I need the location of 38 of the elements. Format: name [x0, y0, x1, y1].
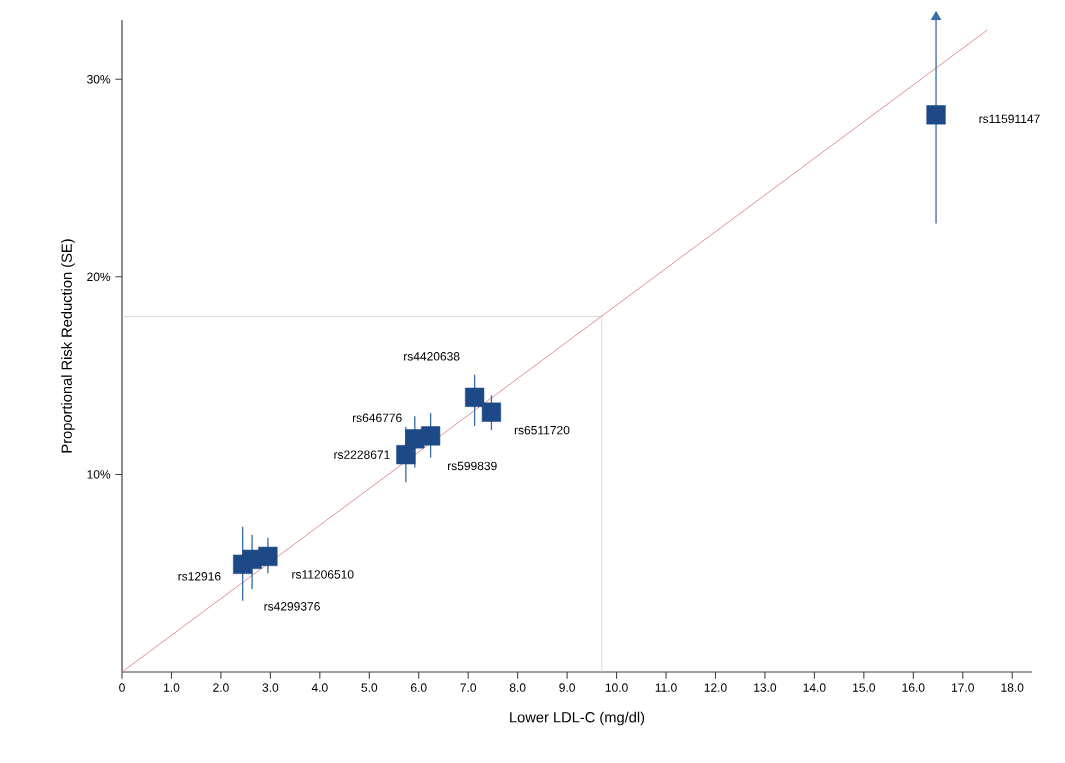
- x-tick-label: 16.0: [902, 683, 925, 692]
- annotation: rs4299376: [264, 602, 320, 611]
- x-tick-label: 12.0: [704, 683, 727, 692]
- x-tick-label: 9.0: [559, 683, 575, 692]
- y-tick-label: 10%: [87, 470, 111, 479]
- y-tick-label: 30%: [87, 75, 111, 84]
- annotation: rs11206510: [292, 570, 354, 579]
- x-tick-label: 2.0: [213, 683, 229, 692]
- x-tick-label: 17.0: [952, 683, 974, 692]
- x-tick-label: 10.0: [605, 683, 628, 692]
- x-tick-label: 13.0: [754, 683, 777, 692]
- x-tick-label: 4.0: [311, 683, 328, 692]
- x-tick-label: 0: [119, 683, 125, 692]
- annotation: rs4420638: [404, 352, 460, 361]
- x-tick-label: 6.0: [411, 683, 427, 692]
- x-tick-label: 8.0: [509, 683, 526, 692]
- annotation: rs2228671: [334, 450, 390, 459]
- x-tick-label: 14.0: [803, 683, 826, 692]
- point: [926, 105, 946, 125]
- x-tick-label: 5.0: [361, 683, 378, 692]
- x-tick-label: 15.0: [853, 683, 876, 692]
- annotation: rs12916: [178, 572, 221, 581]
- annotation: rs11591147: [979, 114, 1040, 124]
- y-tick-label: 20%: [87, 272, 111, 282]
- point: [465, 387, 485, 407]
- y-axis-title: Proportional Risk Reduction (SE): [61, 239, 75, 453]
- annotation: rs6511720: [514, 425, 570, 435]
- point: [481, 402, 502, 422]
- annotation: rs599839: [448, 461, 497, 471]
- x-tick-label: 11.0: [655, 683, 677, 692]
- x-axis-title: Lower LDL-C (mg/dl): [510, 711, 645, 726]
- x-tick-label: 1.0: [164, 683, 180, 692]
- point: [421, 426, 441, 446]
- annotation: rs646776: [352, 413, 402, 423]
- x-tick-label: 7.0: [460, 683, 477, 692]
- point: [258, 546, 278, 567]
- x-tick-label: 18.0: [1001, 683, 1024, 692]
- x-tick-label: 3.0: [262, 683, 279, 692]
